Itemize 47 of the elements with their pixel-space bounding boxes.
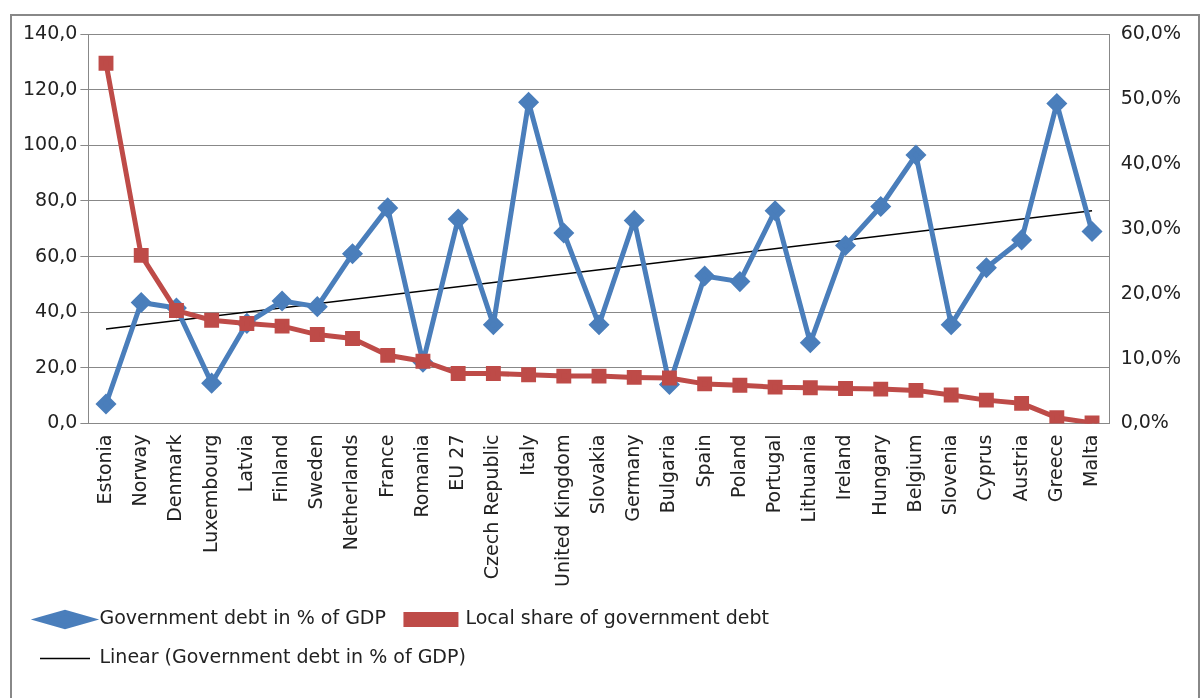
x-tick-label: EU 27: [445, 434, 468, 491]
y-tick-label: 40,0: [35, 299, 78, 322]
x-tick-label: Estonia: [92, 434, 115, 505]
x-tick-label: Finland: [269, 434, 292, 503]
x-tick-label: Austria: [1008, 434, 1031, 502]
x-tick-label: Belgium: [902, 434, 925, 513]
x-tick-label: Malta: [1078, 434, 1101, 487]
x-tick-label: France: [374, 434, 397, 498]
y-tick-label: 60,0: [35, 243, 78, 266]
y2-tick-label: 20,0%: [1120, 280, 1181, 303]
x-tick-label: Latvia: [233, 434, 256, 493]
x-tick-label: United Kingdom: [550, 434, 573, 588]
x-tick-label: Norway: [128, 434, 151, 507]
x-tick-label: Sweden: [304, 434, 327, 510]
y2-tick-label: 30,0%: [1120, 215, 1181, 238]
y-tick-label: 140,0: [22, 20, 78, 43]
x-tick-label: Slovakia: [585, 434, 608, 515]
x-tick-label: Bulgaria: [656, 434, 679, 514]
legend-label: Linear (Government debt in % of GDP): [99, 645, 466, 668]
x-tick-label: Cyprus: [973, 434, 996, 501]
x-tick-label: Ireland: [832, 434, 855, 501]
x-tick-label: Denmark: [163, 434, 186, 522]
y-tick-label: 120,0: [22, 76, 78, 99]
legend-label: Government debt in % of GDP: [99, 606, 386, 629]
y2-tick-label: 0,0%: [1120, 410, 1169, 433]
y-tick-label: 0,0: [47, 410, 78, 433]
y2-tick-label: 50,0%: [1120, 85, 1181, 108]
y2-tick-label: 10,0%: [1120, 345, 1181, 368]
x-tick-label: Czech Republic: [480, 434, 503, 580]
x-tick-label: Slovenia: [938, 434, 961, 516]
x-tick-label: Italy: [515, 434, 538, 476]
x-tick-label: Poland: [726, 434, 749, 498]
x-tick-label: Spain: [691, 434, 714, 488]
x-tick-label: Netherlands: [339, 434, 362, 551]
x-tick-label: Romania: [409, 434, 432, 518]
x-tick-label: Germany: [621, 434, 644, 522]
y2-tick-label: 40,0%: [1120, 150, 1181, 173]
y2-tick-label: 60,0%: [1120, 20, 1181, 43]
legend-label: Local share of government debt: [465, 606, 769, 629]
y-tick-label: 20,0: [35, 354, 78, 377]
y-tick-label: 100,0: [22, 132, 78, 155]
x-tick-label: Portugal: [762, 434, 785, 514]
x-tick-label: Greece: [1043, 434, 1066, 503]
y-tick-label: 80,0: [35, 187, 78, 210]
x-tick-label: Lithuania: [797, 434, 820, 523]
x-tick-label: Luxembourg: [198, 434, 221, 553]
x-tick-label: Hungary: [867, 434, 890, 516]
